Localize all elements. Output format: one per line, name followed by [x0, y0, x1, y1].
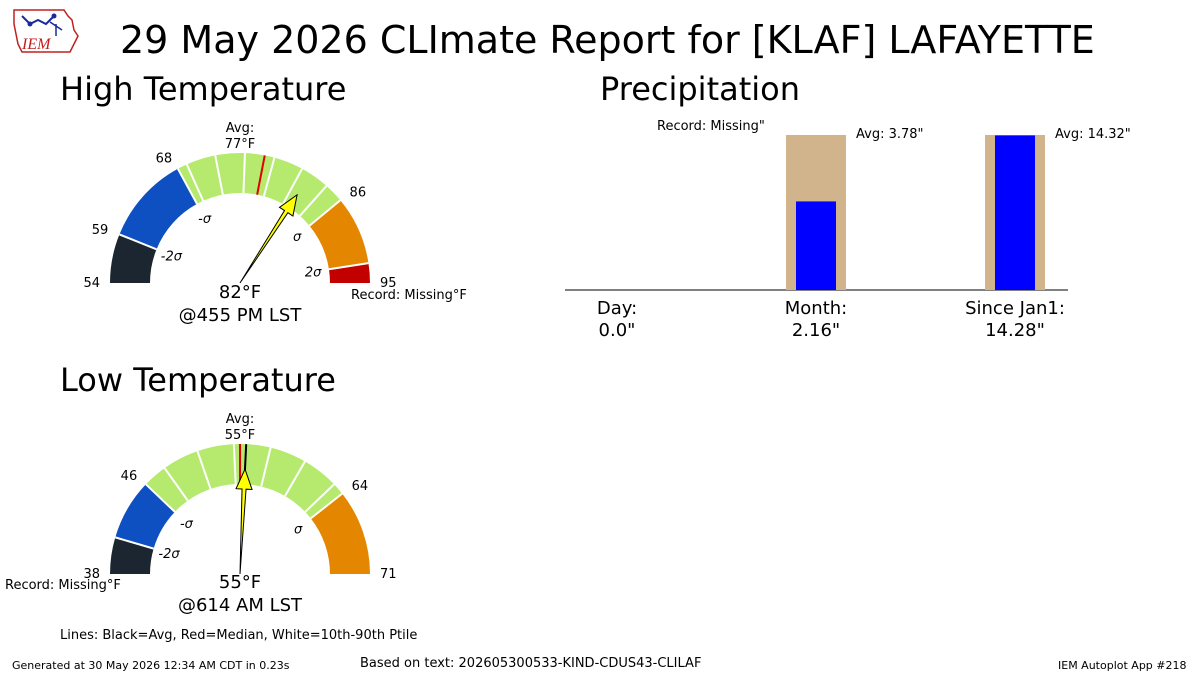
low-reading-time: @614 AM LST: [177, 595, 303, 616]
precip-ytd-label: Since Jan1: 14.28": [965, 298, 1065, 342]
low-gauge-band-1: [115, 484, 175, 549]
high-percentile-line-4: [282, 168, 303, 205]
low-temp-title: Low Temperature: [60, 361, 336, 399]
high-sigma-label-2: σ: [293, 230, 302, 245]
high-median-line: [256, 155, 266, 195]
low-tick-label-0: 38: [83, 567, 100, 582]
lines-legend: Lines: Black=Avg, Red=Median, White=10th…: [60, 628, 418, 643]
low-gauge-band-3: [310, 493, 370, 574]
high-percentile-line-2: [242, 153, 246, 194]
precip-obs-bar-2: [995, 135, 1035, 290]
high-percentile-line-3: [262, 157, 276, 197]
precip-title: Precipitation: [600, 70, 801, 108]
low-sigma-label-2: σ: [294, 522, 303, 537]
low-tick-label-3: 71: [380, 567, 397, 582]
low-tick-label-2: 64: [352, 479, 369, 494]
high-band-edge-0: [119, 233, 157, 251]
low-needle: [235, 467, 253, 575]
precip-month-category: Month:: [784, 298, 848, 319]
high-tick-label-1: 59: [92, 223, 109, 238]
high-reading-time: @455 PM LST: [178, 305, 302, 326]
precip-month-label: Month: 2.16": [785, 298, 847, 342]
low-percentile-line-2: [232, 444, 237, 485]
low-band-edge-0: [114, 536, 154, 550]
low-tick-label-1: 46: [121, 469, 138, 484]
high-percentile-line-0: [185, 163, 205, 202]
precip-record: Record: Missing": [657, 119, 765, 134]
low-reading: 55°F: [218, 572, 262, 593]
low-percentile-line-4: [284, 460, 306, 497]
precip-ytd-category: Since Jan1:: [965, 298, 1065, 319]
high-temp-title: High Temperature: [60, 70, 347, 108]
precip-obs-bar-1: [796, 201, 836, 290]
low-avg-value: 55°F: [224, 428, 256, 443]
precip-month-value: 2.16": [791, 320, 841, 341]
iem-logo: IEM: [13, 9, 79, 53]
precip-day-category: Day:: [596, 298, 638, 319]
high-avg-title: Avg:: [225, 121, 255, 136]
low-band-edge-1: [145, 483, 176, 513]
low-percentile-line-5: [304, 483, 335, 513]
high-avg-value: 77°F: [224, 137, 256, 152]
low-avg-label: Avg: 55°F: [225, 412, 256, 444]
high-gauge-band-3: [309, 200, 369, 270]
high-percentile-line-1: [214, 155, 224, 195]
app-note: IEM Autoplot App #218: [1058, 659, 1187, 672]
high-reading: 82°F: [218, 282, 262, 303]
precip-ytd-value: 14.28": [985, 320, 1045, 341]
low-avg-title: Avg:: [225, 412, 255, 427]
source-note: Based on text: 202605300533-KIND-CDUS43-…: [360, 656, 702, 671]
high-band-edge-3: [328, 262, 369, 271]
high-gauge-band-1: [119, 168, 198, 250]
low-percentile-line-3: [260, 447, 272, 487]
logo-text: IEM: [21, 36, 52, 53]
page-title: 29 May 2026 CLImate Report for [KLAF] LA…: [120, 18, 1095, 62]
high-avg-label: Avg: 77°F: [225, 121, 256, 153]
low-record: Record: Missing°F: [5, 578, 121, 593]
precip-day-value: 0.0": [598, 320, 636, 341]
high-tick-label-3: 86: [350, 186, 367, 201]
generated-note: Generated at 30 May 2026 12:34 AM CDT in…: [12, 659, 290, 672]
high-gauge-band-0: [110, 234, 157, 283]
low-percentile-line-0: [163, 467, 189, 502]
precip-day-label: Day: 0.0": [597, 298, 637, 342]
low-sigma-label-0: -2σ: [158, 547, 180, 562]
high-tick-label-2: 68: [156, 151, 173, 166]
low-band-edge-2: [310, 492, 343, 520]
high-sigma-label-0: -2σ: [161, 249, 183, 264]
high-needle: [239, 193, 298, 284]
high-band-edge-2: [308, 199, 341, 227]
high-tick-label-0: 54: [83, 276, 100, 291]
high-band-edge-1: [177, 168, 198, 205]
low-gauge-band-0: [110, 537, 154, 574]
high-sigma-label-3: 2σ: [305, 266, 322, 281]
low-percentile-line-1: [196, 450, 212, 490]
low-sigma-label-1: -σ: [180, 517, 194, 532]
high-record: Record: Missing°F: [351, 288, 467, 303]
precip-month-avg: Avg: 3.78": [856, 127, 924, 142]
high-percentile-line-5: [299, 185, 328, 217]
high-tick-label-4: 95: [380, 276, 397, 291]
high-sigma-label-1: -σ: [198, 212, 212, 227]
precip-ytd-avg: Avg: 14.32": [1055, 127, 1131, 142]
